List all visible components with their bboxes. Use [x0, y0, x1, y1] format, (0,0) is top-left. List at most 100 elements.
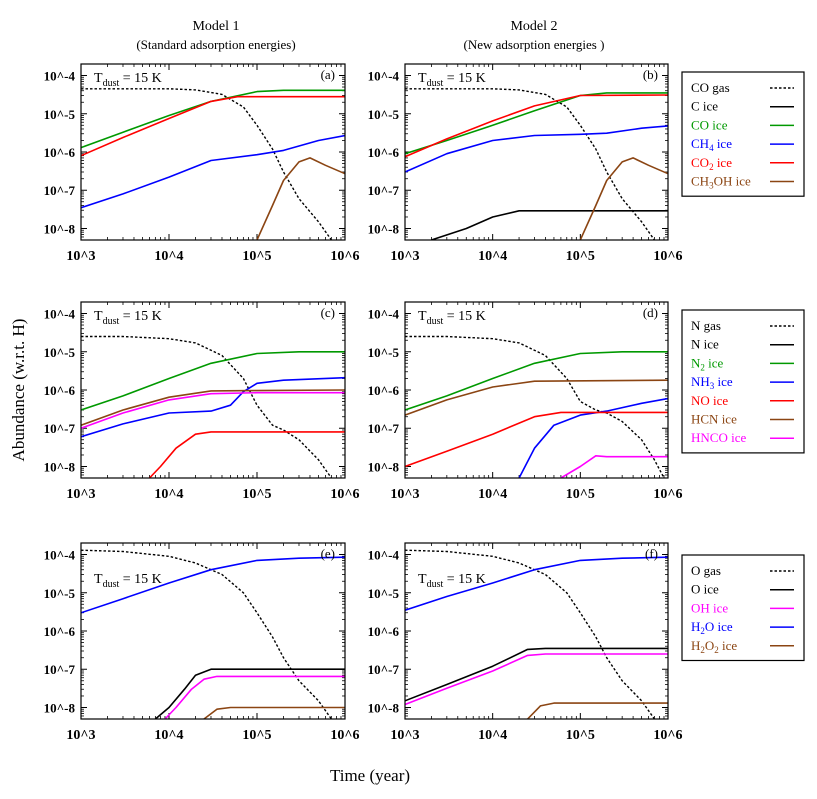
y-tick-label: 10^-4 [368, 69, 400, 84]
legend-label: O ice [691, 582, 719, 597]
legend-label: CO2 ice [691, 155, 732, 172]
x-tick-label: 10^4 [154, 487, 183, 502]
y-tick-label: 10^-7 [44, 421, 76, 436]
series-line-n2-ice [81, 351, 345, 411]
series-line-no-ice [405, 411, 668, 468]
x-tick-label: 10^5 [566, 728, 595, 743]
plot-frame [80, 542, 346, 720]
x-tick-label: 10^5 [566, 249, 595, 264]
series-line-n-gas [405, 335, 665, 478]
x-tick-label: 10^6 [330, 249, 359, 264]
y-tick-label: 10^-6 [368, 624, 400, 639]
legend-label: N2 ice [691, 355, 724, 372]
series-line-hnco-ice [560, 455, 668, 478]
x-tick-label: 10^4 [154, 728, 183, 743]
series-line-oh-ice [164, 675, 345, 719]
legend-frame [681, 71, 805, 197]
x-axis-title: Time (year) [330, 766, 410, 785]
legend-label: CO ice [691, 117, 728, 132]
y-tick-label: 10^-4 [368, 307, 400, 322]
series-line-hnco-ice [81, 391, 345, 429]
x-tick-label: 10^5 [242, 487, 271, 502]
tdust-annotation: Tdust = 15 K [94, 309, 162, 327]
series-line-nh3-ice [81, 376, 345, 438]
x-tick-label: 10^6 [653, 728, 682, 743]
legend-label: NO ice [691, 393, 728, 408]
legend-label: HNCO ice [691, 430, 746, 445]
series-line-oh-ice [405, 653, 668, 706]
panel-e: 10^3 10^4 10^5 10^6 10^-8 10^-7 10^-6 10^-5 10^-… [44, 542, 360, 743]
legend-label: NH3 ice [691, 374, 733, 391]
x-tick-label: 10^3 [66, 728, 95, 743]
x-tick-label: 10^6 [653, 249, 682, 264]
series-line-ch4-ice [81, 134, 345, 209]
series-line-nh3-ice [518, 397, 668, 478]
series-line-c-ice [431, 210, 668, 240]
y-tick-label: 10^-5 [368, 345, 400, 360]
tdust-annotation: Tdust = 15 K [94, 71, 162, 89]
panel-a: 10^3 10^4 10^5 10^6 10^-8 10^-7 10^-6 10^-5 10^-… [44, 63, 360, 264]
y-tick-label: 10^-6 [368, 145, 400, 160]
legend-box-2: N gas N ice N2 ice NH3 ice NO ice HCN ice HNCO… [681, 309, 805, 454]
series-line-o-ice [154, 668, 345, 719]
legend-label: H2O2 ice [691, 638, 737, 655]
y-tick-label: 10^-4 [44, 548, 76, 563]
x-tick-label: 10^5 [566, 487, 595, 502]
y-axis-title: Abundance (w.r.t. H) [9, 319, 28, 462]
series-line-n-gas [81, 335, 332, 478]
series-line-o-ice [405, 647, 668, 702]
series-line-co2-ice [81, 95, 345, 157]
panel-label: (e) [321, 546, 335, 561]
panel-label: (f) [645, 546, 658, 561]
panel-label: (d) [643, 305, 658, 320]
series-line-o-gas [405, 549, 655, 719]
series-line-h2o2-ice [527, 702, 668, 719]
y-tick-label: 10^-5 [44, 345, 76, 360]
series-line-h2o-ice [405, 556, 668, 611]
x-tick-label: 10^6 [330, 728, 359, 743]
series-line-n2-ice [405, 351, 668, 411]
x-tick-label: 10^4 [478, 728, 507, 743]
y-tick-label: 10^-5 [368, 107, 400, 122]
series-line-h2o2-ice [203, 706, 345, 719]
panel-d: 10^3 10^4 10^5 10^6 10^-8 10^-7 10^-6 10^-5 10^-… [368, 301, 683, 502]
plot-frame [80, 301, 346, 479]
plot-frame [80, 63, 346, 241]
y-tick-label: 10^-7 [368, 662, 400, 677]
x-tick-label: 10^6 [330, 487, 359, 502]
legend-label: N ice [691, 337, 719, 352]
x-tick-label: 10^5 [242, 728, 271, 743]
panel-label: (c) [321, 305, 335, 320]
series-line-o-gas [81, 549, 332, 719]
panel-label: (b) [643, 67, 658, 82]
series-line-ch3oh-ice [256, 157, 345, 240]
y-tick-label: 10^-8 [44, 221, 76, 236]
x-tick-label: 10^5 [242, 249, 271, 264]
series-line-no-ice [148, 431, 345, 478]
series-line-ch4-ice [405, 125, 668, 173]
x-tick-label: 10^3 [66, 249, 95, 264]
legend-label: CH3OH ice [691, 174, 751, 191]
legend-label: H2O ice [691, 619, 733, 636]
series-line-hcn-ice [81, 389, 345, 426]
panel-f: 10^3 10^4 10^5 10^6 10^-8 10^-7 10^-6 10^-5 10^-… [368, 542, 683, 743]
x-tick-label: 10^6 [653, 487, 682, 502]
y-tick-label: 10^-8 [368, 700, 400, 715]
series-line-co2-ice [405, 94, 668, 158]
column-title-model2: Model 2 [510, 19, 557, 34]
y-tick-label: 10^-6 [44, 383, 76, 398]
y-tick-label: 10^-6 [44, 624, 76, 639]
y-tick-label: 10^-6 [44, 145, 76, 160]
y-tick-label: 10^-5 [44, 107, 76, 122]
plot-frame [404, 63, 669, 241]
plot-frame [404, 301, 669, 479]
x-tick-label: 10^4 [478, 249, 507, 264]
y-tick-label: 10^-5 [368, 586, 400, 601]
legend-label: OH ice [691, 600, 728, 615]
legend-label: CO gas [691, 80, 730, 95]
y-tick-label: 10^-6 [368, 383, 400, 398]
series-line-h2o-ice [81, 556, 345, 614]
series-line-hcn-ice [405, 379, 668, 416]
y-tick-label: 10^-7 [44, 183, 76, 198]
